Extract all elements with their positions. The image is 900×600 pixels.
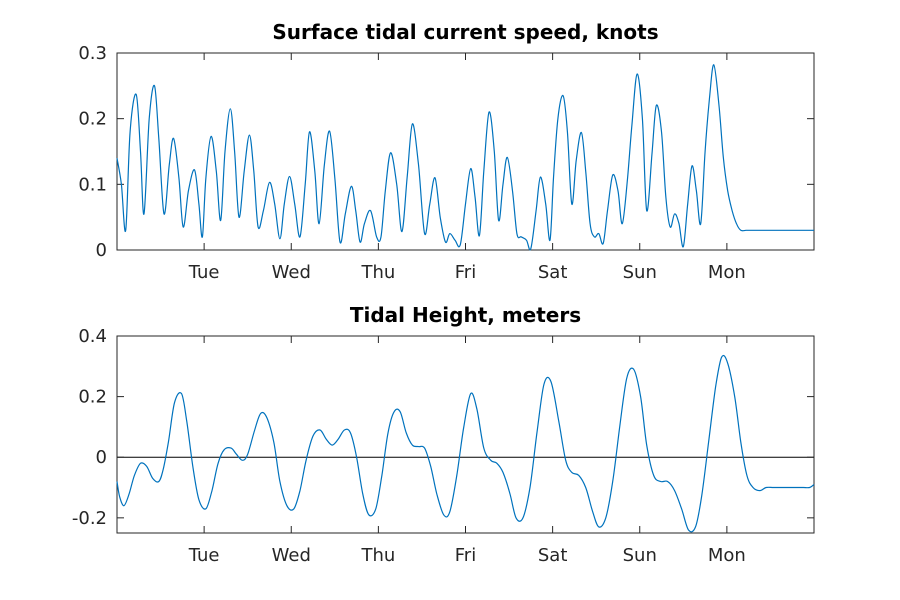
tidal-height-xtick-label: Sun: [623, 545, 657, 566]
current-speed-xtick-label: Sat: [538, 262, 568, 283]
tidal-height-ticks: [117, 335, 814, 533]
current-speed-xtick-label: Wed: [272, 262, 311, 283]
current-speed-ytick-label: 0.1: [78, 174, 107, 195]
current-speed-ticks: [117, 52, 814, 251]
current-speed-ytick-label: 0.3: [78, 43, 107, 64]
current-speed-xtick-label: Tue: [188, 262, 220, 283]
tidal-height-xtick-label: Wed: [272, 545, 311, 566]
current-speed-xtick-label: Mon: [708, 262, 746, 283]
tidal-height-xtick-label: Thu: [360, 545, 395, 566]
tidal-height-axes: -0.2 0 0.2 0.4 Tue Wed Thu Fri Sat Sun Mon Tidal H…: [72, 303, 815, 566]
current-speed-xtick-label: Fri: [455, 262, 476, 283]
current-speed-axes: 0 0.1 0.2 0.3 Tue Wed Thu Fri Sat Sun Mon Surface …: [78, 20, 815, 283]
current-speed-xtick-label: Thu: [360, 262, 395, 283]
current-speed-ytick-label: 0.2: [78, 109, 107, 130]
tidal-height-xtick-label: Sat: [538, 545, 568, 566]
tidal-height-xtick-label: Fri: [455, 545, 476, 566]
tidal-height-ytick-label: 0: [96, 447, 107, 468]
tidal-height-ytick-label: 0.2: [78, 387, 107, 408]
tidal-height-plot-area: [116, 335, 815, 534]
tidal-height-ytick-label: -0.2: [72, 508, 107, 529]
tidal-height-tick-labels: -0.2 0 0.2 0.4 Tue Wed Thu Fri Sat Sun Mon: [72, 326, 746, 566]
current-speed-plot-area: [116, 52, 815, 251]
current-speed-ytick-label: 0: [96, 240, 107, 261]
current-speed-title: Surface tidal current speed, knots: [272, 20, 658, 44]
current-speed-xtick-label: Sun: [623, 262, 657, 283]
current-speed-line: [116, 64, 814, 251]
tidal-height-title: Tidal Height, meters: [350, 303, 581, 327]
current-speed-tick-labels: 0 0.1 0.2 0.3 Tue Wed Thu Fri Sat Sun Mon: [78, 43, 745, 283]
tidal-height-xtick-label: Tue: [188, 545, 220, 566]
tidal-height-ytick-label: 0.4: [78, 326, 107, 347]
tidal-height-xtick-label: Mon: [708, 545, 746, 566]
tidal-height-line: [116, 354, 815, 533]
